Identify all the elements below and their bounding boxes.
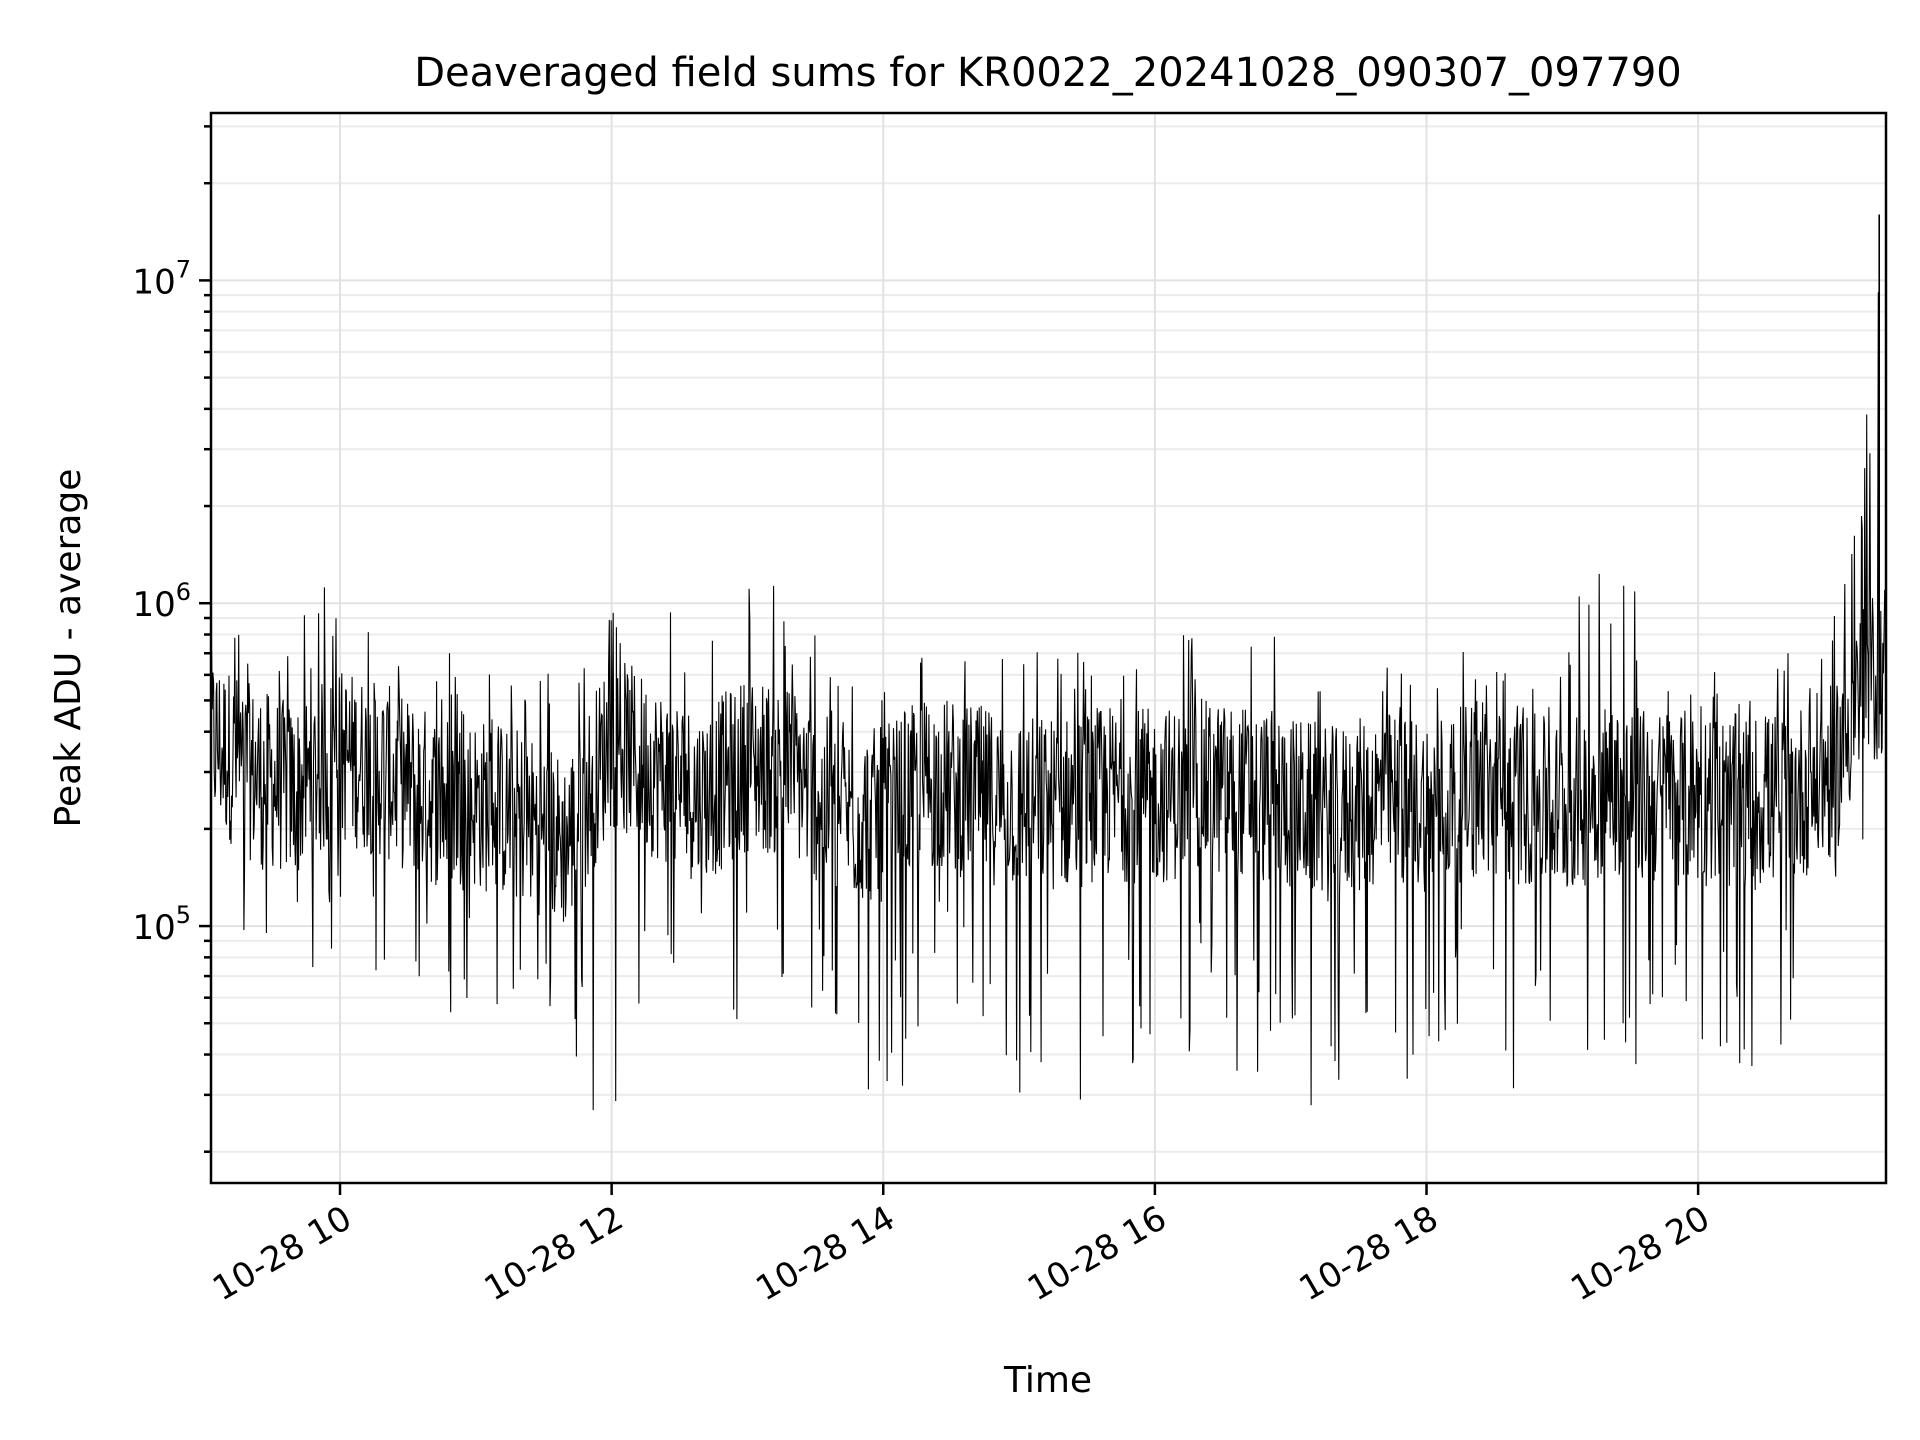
y-tick-label: 107	[132, 255, 191, 302]
y-tick-label: 105	[132, 901, 191, 948]
y-tick-base: 10	[132, 908, 175, 948]
y-tick-exponent: 7	[176, 255, 191, 283]
x-axis-label: Time	[1003, 1360, 1092, 1401]
chart-title: Deaveraged field sums for KR0022_2024102…	[414, 50, 1682, 96]
y-tick-exponent: 6	[176, 578, 191, 606]
plot-frame	[209, 111, 1888, 1185]
y-tick-base: 10	[132, 262, 175, 302]
y-tick-base: 10	[132, 585, 175, 625]
y-tick-exponent: 5	[176, 901, 191, 929]
y-axis-label: Peak ADU - average	[48, 469, 89, 828]
series-line	[210, 292, 1887, 1111]
y-tick-label: 106	[132, 578, 191, 625]
